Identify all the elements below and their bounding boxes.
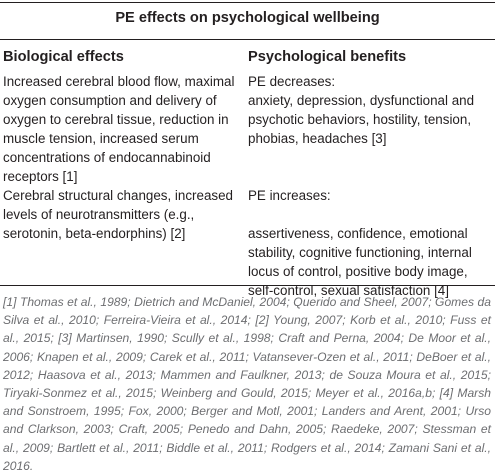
column-header-biological: Biological effects [3, 49, 124, 65]
header-rule [0, 39, 495, 40]
row1-biological-cell: Increased cerebral blood flow, maximal o… [3, 74, 235, 185]
row2-biological-cell: Cerebral structural changes, increased l… [3, 188, 233, 242]
row2-psychological-cell: PE increases: assertiveness, confidence,… [248, 186, 490, 300]
row1-intro: PE decreases: [248, 74, 336, 89]
table-title: PE effects on psychological wellbeing [115, 10, 380, 26]
row1-benefits: anxiety, depression, dysfunctional and p… [248, 93, 475, 147]
row2-intro: PE increases: [248, 188, 331, 203]
row1-psychological-cell: PE decreases: anxiety, depression, dysfu… [248, 72, 490, 148]
table-footnote: [1] Thomas et al., 1989; Dietrich and Mc… [3, 295, 491, 473]
bottom-rule [0, 285, 495, 286]
column-header-psychological: Psychological benefits [248, 49, 407, 65]
top-rule [0, 2, 495, 3]
row2-benefits: assertiveness, confidence, emotional sta… [248, 226, 472, 299]
